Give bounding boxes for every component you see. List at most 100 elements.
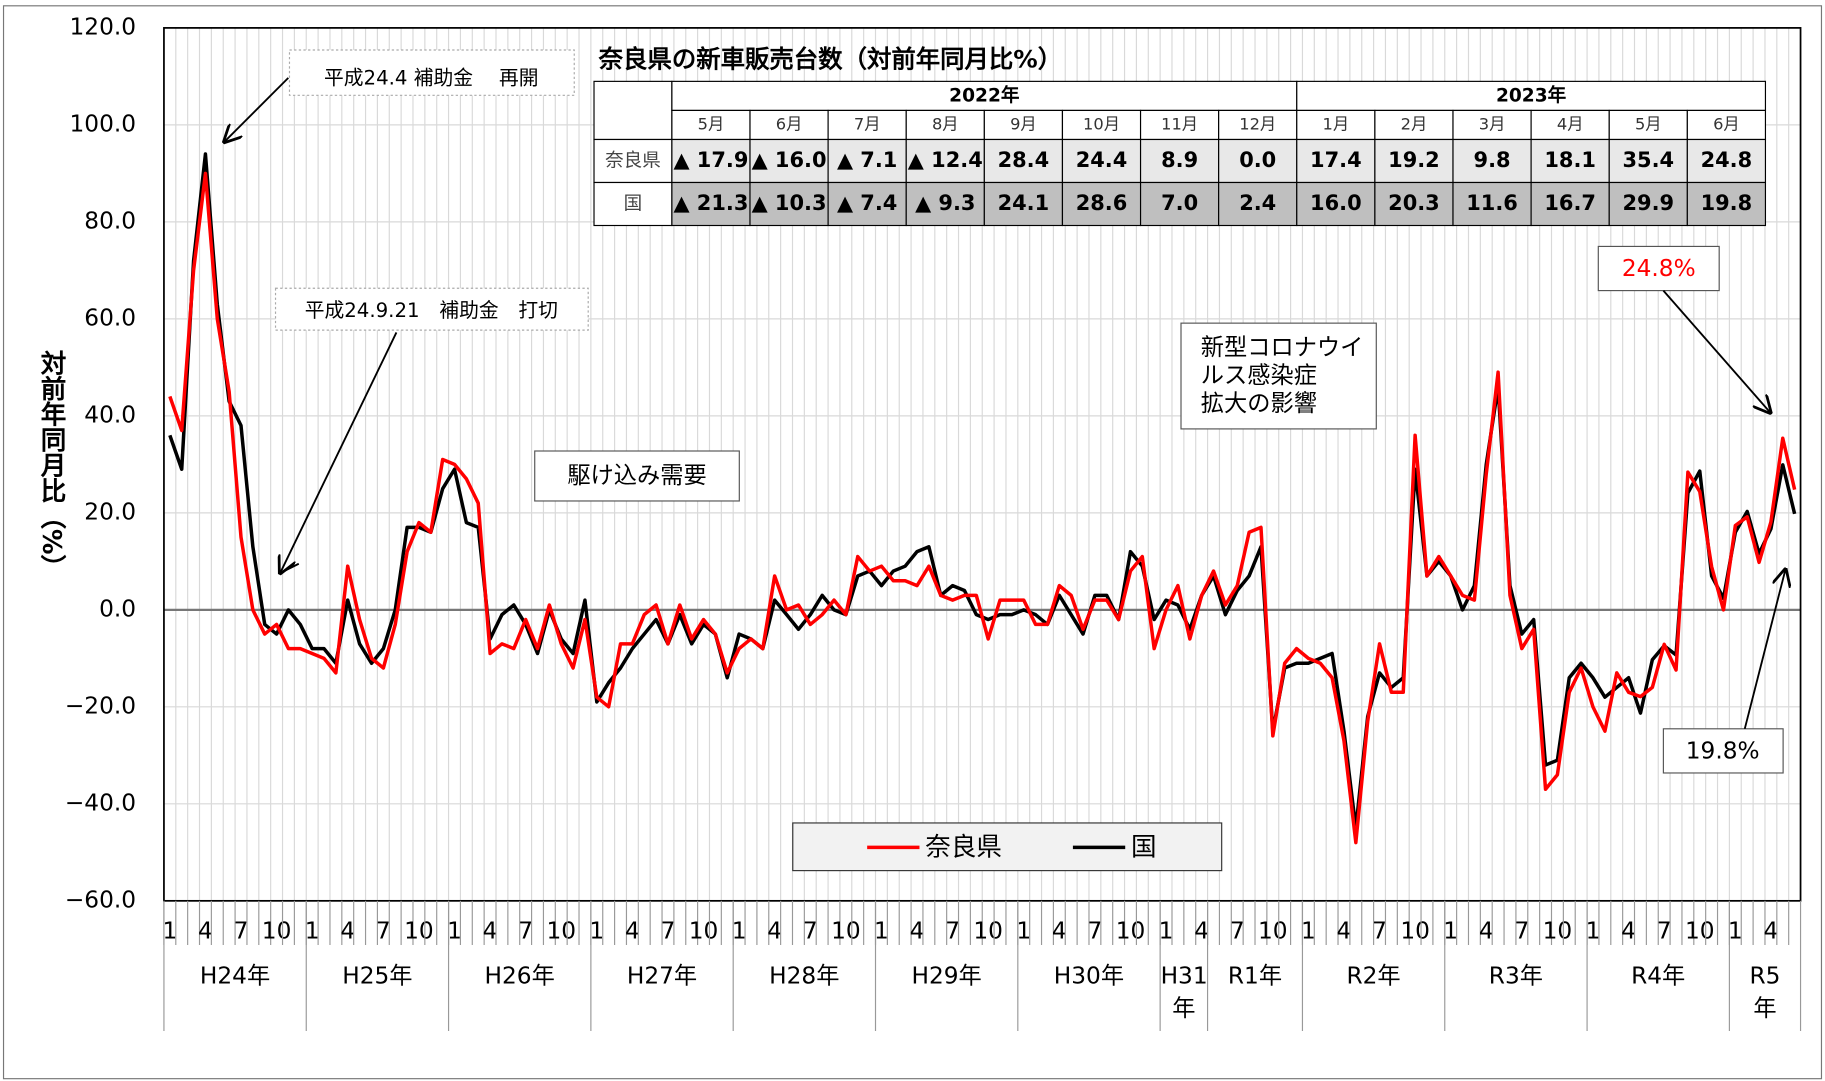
y-tick-label: −20.0	[65, 692, 136, 719]
table-month: 12月	[1239, 114, 1276, 133]
x-group-label: H27年	[626, 961, 698, 990]
table-cell	[1296, 181, 1376, 227]
table-month: 1月	[1323, 114, 1350, 133]
table-value: 2.4	[1239, 191, 1276, 215]
legend-label: 奈良県	[925, 833, 1002, 863]
table-value: ▲ 7.4	[837, 191, 897, 215]
x-tick-label: 7	[376, 918, 391, 945]
x-tick-label: 4	[910, 918, 925, 945]
table-month: 10月	[1083, 114, 1120, 133]
table-value: 18.1	[1544, 148, 1596, 172]
annotation-arrows	[224, 77, 1786, 730]
table-value: 0.0	[1239, 148, 1276, 172]
table-value: 8.9	[1161, 148, 1198, 172]
x-group-box: H25年	[342, 961, 412, 989]
x-tick-label: 1	[1728, 918, 1743, 945]
x-tick-label: 1	[589, 918, 604, 945]
arrow	[1662, 289, 1770, 413]
x-tick-label: 1	[732, 918, 747, 945]
table-cell	[1218, 109, 1298, 141]
table-cell	[749, 181, 829, 227]
annotation-text: ルス感染症	[1201, 362, 1317, 389]
table-title: 奈良県の新車販売台数（対前年同月比%）	[598, 44, 1062, 73]
y-tick-label: 40.0	[84, 401, 136, 428]
table-value: 17.4	[1310, 148, 1362, 172]
table-cell	[1686, 181, 1767, 227]
x-tick-label: 4	[483, 918, 498, 945]
x-tick-label: 7	[661, 918, 676, 945]
x-group-label: H31年	[1160, 961, 1208, 1022]
x-tick-label: 4	[767, 918, 782, 945]
x-group-label: R3年	[1488, 961, 1543, 990]
table-cell	[983, 181, 1064, 227]
table-cell	[1530, 109, 1610, 141]
table-cell	[1530, 138, 1610, 184]
annotation-box	[288, 49, 575, 96]
y-tick-label: 20.0	[84, 498, 136, 525]
y-tick-label: 0.0	[99, 595, 136, 622]
table-value: 35.4	[1622, 148, 1674, 172]
table-cell	[593, 80, 673, 141]
y-axis-title: 対前年同月比（%）	[36, 350, 67, 580]
x-tick-label: 1	[874, 918, 889, 945]
annotation-text: 新型コロナウイ	[1201, 334, 1364, 361]
table-year: 2023年	[1496, 84, 1567, 106]
x-tick-label: 4	[1337, 918, 1352, 945]
x-group-label: H30年	[1053, 961, 1125, 990]
table-month: 8月	[932, 114, 959, 133]
x-group-box: R5年	[1749, 961, 1781, 1022]
x-tick-label: 10	[404, 918, 434, 945]
x-tick-label: 4	[1764, 918, 1779, 945]
x-group-label: R5年	[1749, 961, 1781, 1022]
table-cell	[1139, 109, 1220, 141]
x-tick-label: 1	[1443, 918, 1458, 945]
table-row-label: 奈良県	[605, 150, 661, 171]
table-value: 24.4	[1076, 148, 1128, 172]
table-value: 24.8	[1701, 148, 1753, 172]
x-tick-label: 10	[1543, 918, 1573, 945]
table-value: 24.1	[998, 191, 1050, 215]
x-tick-label: 7	[518, 918, 533, 945]
table-value: 9.8	[1474, 148, 1511, 172]
table-value: 28.4	[998, 148, 1050, 172]
arrow	[1743, 570, 1786, 730]
x-tick-label: 10	[831, 918, 861, 945]
table-value: ▲ 12.4	[908, 148, 983, 172]
x-group-label: H24年	[199, 961, 271, 990]
annotation-text: 平成24.4 補助金 再開	[324, 67, 539, 90]
x-group-label: H29年	[911, 961, 982, 990]
series-line	[168, 171, 1797, 845]
x-tick-label: 4	[1479, 918, 1494, 945]
x-group-box: H28年	[769, 961, 839, 989]
x-group-label: R4年	[1631, 961, 1686, 990]
x-tick-label: 7	[1657, 918, 1672, 945]
table-value: 28.6	[1076, 191, 1128, 215]
table-month: 9月	[1010, 114, 1037, 133]
annotation-text: 24.8%	[1622, 255, 1696, 282]
annotation-box	[1180, 322, 1377, 430]
y-tick-label: 60.0	[84, 304, 136, 331]
table-cell	[1452, 181, 1532, 227]
legend-label: 国	[1131, 833, 1157, 863]
table-month: 7月	[854, 114, 881, 133]
annotation-boxes	[274, 49, 1784, 774]
annotation-text: 19.8%	[1686, 738, 1760, 765]
x-tick-label: 4	[1052, 918, 1067, 945]
annotation-text: 駆け込み需要	[567, 462, 706, 489]
table-value: ▲ 9.3	[915, 191, 975, 215]
table-value: 29.9	[1622, 191, 1674, 215]
table-value: ▲ 7.1	[837, 148, 897, 172]
table-cell	[827, 181, 907, 227]
x-tick-label: 7	[945, 918, 960, 945]
x-group-label: H26年	[484, 961, 555, 990]
table-value: ▲ 16.0	[752, 148, 827, 172]
x-tick-label: 10	[1685, 918, 1715, 945]
table-row-label: 国	[624, 193, 643, 214]
x-group-label: R2年	[1346, 961, 1401, 990]
table-cell	[1374, 138, 1454, 184]
table-value: 19.2	[1388, 148, 1440, 172]
table-month: 5月	[1635, 114, 1662, 133]
x-tick-label: 1	[447, 918, 462, 945]
